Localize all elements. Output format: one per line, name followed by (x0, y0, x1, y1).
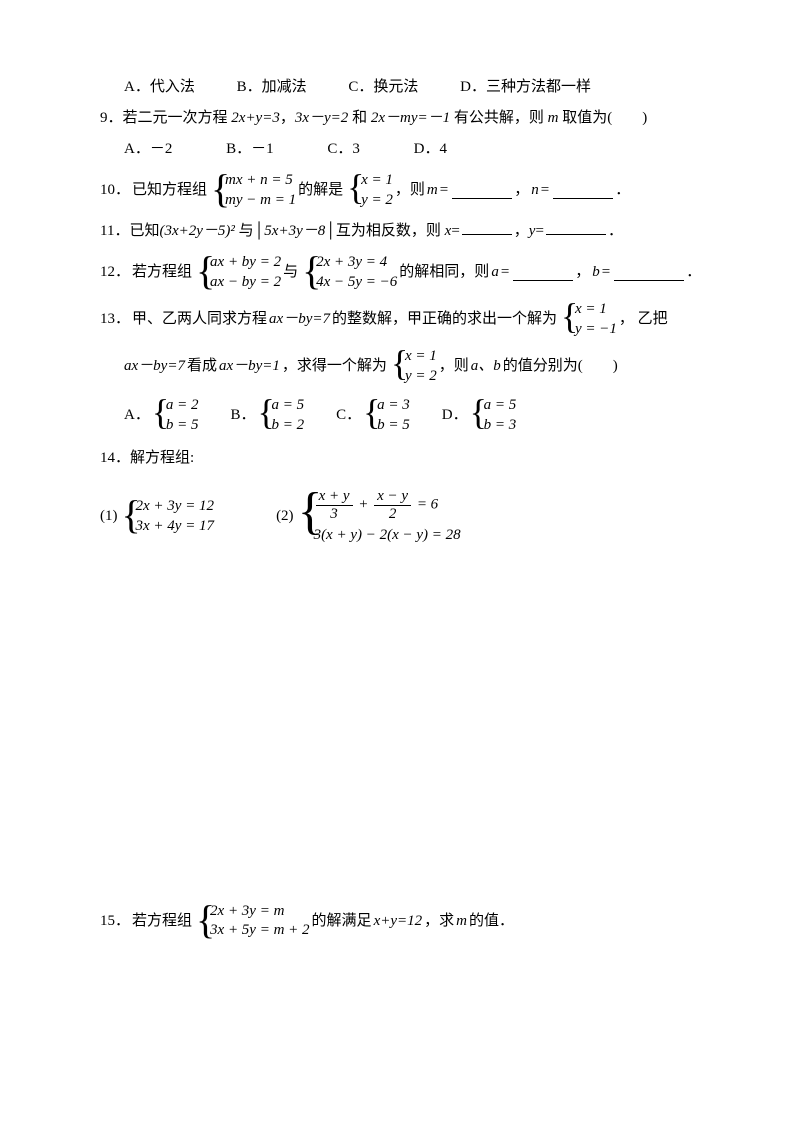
q9-opt-a: A．－2 (124, 136, 172, 163)
q11: 11．已知(3x+2y－5)² 与│5x+3y－8│互为相反数，则 x=，y=． (100, 218, 730, 245)
q8-opt-d: D．三种方法都一样 (460, 74, 591, 101)
q12-system1: { ax + by = 2 ax − by = 2 (196, 253, 281, 292)
q12: 12． 若方程组 { ax + by = 2 ax − by = 2 与 { 2… (100, 253, 730, 292)
q13-opt-d: D． {a = 5b = 3 (442, 396, 518, 435)
q14-system2: { x + y3 + x − y2 = 6 3(x + y) − 2(x − y… (298, 488, 461, 546)
q11-blank-y (546, 219, 606, 235)
q8-options: A．代入法 B．加减法 C．换元法 D．三种方法都一样 (100, 74, 730, 101)
q14-system1: { 2x + 3y = 12 3x + 4y = 17 (122, 497, 215, 536)
q8-opt-c: C．换元法 (348, 74, 418, 101)
q13-opt-c: C． {a = 3b = 5 (336, 396, 412, 435)
q13-opt-b: B． {a = 5b = 2 (230, 396, 306, 435)
workspace-gap (100, 554, 730, 894)
q9-opt-b: B．－1 (226, 136, 274, 163)
q13-line1: 13． 甲、乙两人同求方程 ax－by=7 的整数解，甲正确的求出一个解为 { … (100, 300, 730, 339)
worksheet-page: A．代入法 B．加减法 C．换元法 D．三种方法都一样 9．若二元一次方程 2x… (0, 0, 800, 1131)
q9: 9．若二元一次方程 2x+y=3，3x－y=2 和 2x－my=－1 有公共解，… (100, 105, 730, 132)
q13-number: 13． (100, 306, 130, 333)
q9-number: 9． (100, 110, 123, 126)
q10-system1: { mx + n = 5 my − m = 1 (211, 171, 296, 210)
q15-number: 15． (100, 908, 130, 935)
q12-system2: { 2x + 3y = 4 4x − 5y = −6 (302, 253, 397, 292)
q10-system2: { x = 1 y = 2 (347, 171, 393, 210)
q10: 10． 已知方程组 { mx + n = 5 my − m = 1 的解是 { … (100, 171, 730, 210)
q9-options: A．－2 B．－1 C．3 D．4 (100, 136, 730, 163)
q11-number: 11． (100, 223, 129, 239)
q13-system2: { x = 1 y = 2 (391, 347, 437, 386)
q14-part2: (2) { x + y3 + x − y2 = 6 3(x + y) − 2(x… (276, 488, 463, 546)
q14-part1: (1) { 2x + 3y = 12 3x + 4y = 17 (100, 488, 216, 546)
q10-blank-m (452, 183, 512, 199)
q10-number: 10． (100, 177, 130, 204)
q14-body: (1) { 2x + 3y = 12 3x + 4y = 17 (2) { x … (100, 480, 730, 554)
q8-opt-b: B．加减法 (237, 74, 307, 101)
q15: 15． 若方程组 { 2x + 3y = m 3x + 5y = m + 2 的… (100, 902, 730, 941)
q13-options: A． {a = 2b = 5 B． {a = 5b = 2 C． {a = 3b… (100, 396, 730, 435)
q11-blank-x (462, 219, 512, 235)
q15-system: { 2x + 3y = m 3x + 5y = m + 2 (196, 902, 310, 941)
q9-opt-d: D．4 (414, 136, 447, 163)
q13-line2: ax－by=7 看成 ax－by=1 ，求得一个解为 { x = 1 y = 2… (100, 347, 730, 386)
q8-opt-a: A．代入法 (124, 74, 195, 101)
q10-blank-n (553, 183, 613, 199)
q14-title: 14．解方程组: (100, 445, 730, 472)
q13-system1: { x = 1 y = −1 (561, 300, 617, 339)
q13-opt-a: A． {a = 2b = 5 (124, 396, 200, 435)
q12-blank-a (513, 265, 573, 281)
q12-blank-b (614, 265, 684, 281)
q9-opt-c: C．3 (327, 136, 360, 163)
q14-number: 14． (100, 450, 130, 466)
q12-number: 12． (100, 259, 130, 286)
